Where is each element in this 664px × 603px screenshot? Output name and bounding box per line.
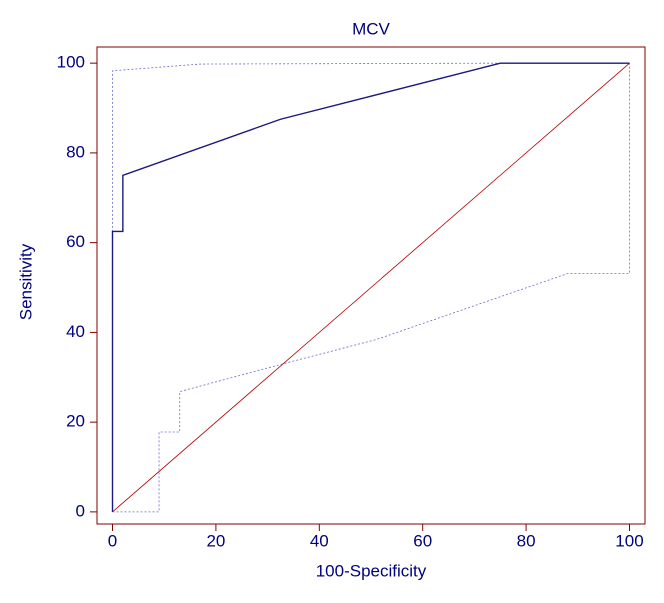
series-line [112,63,630,513]
series-line [111,62,630,512]
y-tick-label: 40 [66,322,85,341]
chart-title: MCV [352,19,390,38]
x-tick-label: 100 [615,531,643,550]
y-tick-label: 60 [66,232,85,251]
series-line [112,62,630,513]
x-tick-label: 20 [206,531,225,550]
x-axis-label: 100-Specificity [316,561,427,580]
x-tick-label: 80 [517,531,536,550]
plot-frame [96,46,646,525]
y-axis-label: Sensitivity [16,243,35,320]
y-tick-label: 0 [76,501,85,520]
y-tick-label: 20 [66,412,85,431]
y-tick-label: 80 [66,142,85,161]
x-tick-label: 0 [108,531,117,550]
x-tick-label: 40 [310,531,329,550]
y-tick-label: 100 [57,53,85,72]
x-tick-label: 60 [413,531,432,550]
